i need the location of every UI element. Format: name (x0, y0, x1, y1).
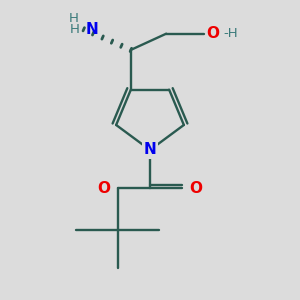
Text: N: N (86, 22, 99, 37)
Text: H: H (68, 13, 78, 26)
Text: O: O (97, 181, 110, 196)
Text: O: O (206, 26, 219, 41)
Text: N: N (144, 142, 156, 158)
Text: H: H (70, 23, 79, 36)
Text: O: O (190, 181, 203, 196)
Text: -H: -H (224, 27, 238, 40)
